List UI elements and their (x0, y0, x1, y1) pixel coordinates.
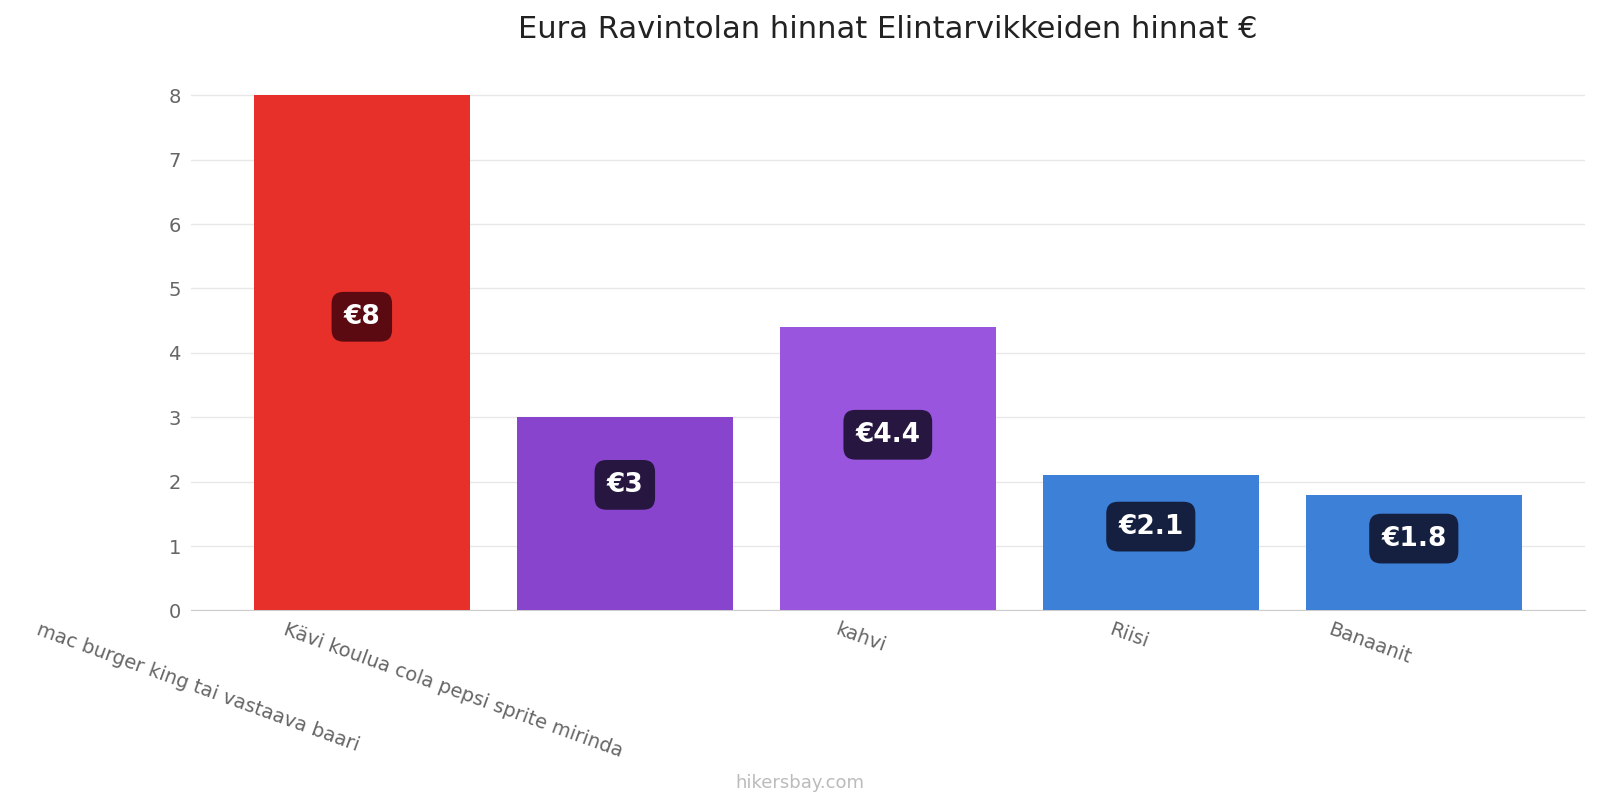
Bar (1306, 494, 1522, 610)
Bar (779, 327, 995, 610)
Text: €3: €3 (606, 472, 643, 498)
Text: €8: €8 (344, 304, 381, 330)
Text: €4.4: €4.4 (856, 422, 920, 448)
Text: €1.8: €1.8 (1381, 526, 1446, 551)
Bar (517, 418, 733, 610)
Bar (1043, 475, 1259, 610)
Title: Eura Ravintolan hinnat Elintarvikkeiden hinnat €: Eura Ravintolan hinnat Elintarvikkeiden … (518, 15, 1258, 44)
Text: €2.1: €2.1 (1118, 514, 1184, 540)
Text: hikersbay.com: hikersbay.com (736, 774, 864, 792)
Bar (254, 95, 470, 610)
